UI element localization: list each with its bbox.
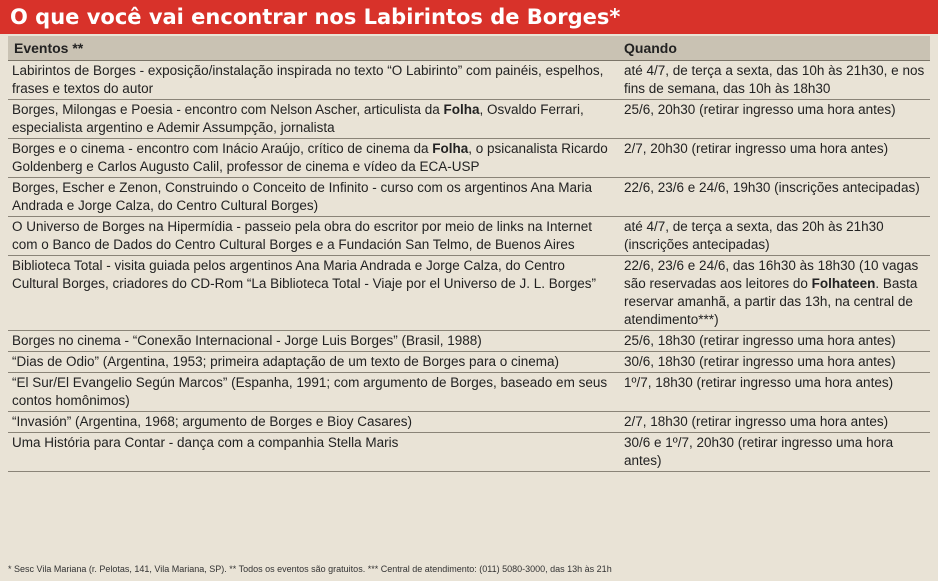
event-cell: Biblioteca Total - visita guiada pelos a… <box>8 256 618 330</box>
event-cell: Borges, Escher e Zenon, Construindo o Co… <box>8 178 618 216</box>
when-text: até 4/7, de terça a sexta, das 10h às 21… <box>624 63 925 96</box>
when-text: 1º/7, 18h30 (retirar ingresso uma hora a… <box>624 375 894 390</box>
when-cell: até 4/7, de terça a sexta, das 10h às 21… <box>618 61 930 99</box>
when-cell: 30/6 e 1º/7, 20h30 (retirar ingresso uma… <box>618 433 930 471</box>
event-text: Borges e o cinema - encontro com Inácio … <box>12 141 433 156</box>
event-text: “El Sur/El Evangelio Según Marcos” (Espa… <box>12 375 608 408</box>
event-text: O Universo de Borges na Hipermídia - pas… <box>12 219 593 252</box>
when-cell: 2/7, 18h30 (retirar ingresso uma hora an… <box>618 412 930 432</box>
table-row: “Invasión” (Argentina, 1968; argumento d… <box>8 412 930 433</box>
table-row: Borges no cinema - “Conexão Internaciona… <box>8 331 930 352</box>
when-cell: até 4/7, de terça a sexta, das 20h às 21… <box>618 217 930 255</box>
when-text: 25/6, 20h30 (retirar ingresso uma hora a… <box>624 102 896 117</box>
when-text: 25/6, 18h30 (retirar ingresso uma hora a… <box>624 333 896 348</box>
when-text: 30/6 e 1º/7, 20h30 (retirar ingresso uma… <box>624 435 894 468</box>
event-cell: “Invasión” (Argentina, 1968; argumento d… <box>8 412 618 432</box>
when-text: 2/7, 18h30 (retirar ingresso uma hora an… <box>624 414 889 429</box>
table-row: Borges, Escher e Zenon, Construindo o Co… <box>8 178 930 217</box>
event-text: , o psicanalista Ricardo Goldenberg e Ca… <box>12 141 608 174</box>
table-header: Eventos ** Quando <box>8 36 930 61</box>
event-cell: “El Sur/El Evangelio Según Marcos” (Espa… <box>8 373 618 411</box>
when-cell: 22/6, 23/6 e 24/6, 19h30 (inscrições ant… <box>618 178 930 216</box>
events-column-header: Eventos ** <box>14 40 84 56</box>
table-row: Borges e o cinema - encontro com Inácio … <box>8 139 930 178</box>
footnote: * Sesc Vila Mariana (r. Pelotas, 141, Vi… <box>8 564 612 574</box>
table-row: Biblioteca Total - visita guiada pelos a… <box>8 256 930 331</box>
table-row: O Universo de Borges na Hipermídia - pas… <box>8 217 930 256</box>
table-row: “El Sur/El Evangelio Según Marcos” (Espa… <box>8 373 930 412</box>
event-text: “Invasión” (Argentina, 1968; argumento d… <box>12 414 412 429</box>
event-cell: Uma História para Contar - dança com a c… <box>8 433 618 471</box>
when-cell: 30/6, 18h30 (retirar ingresso uma hora a… <box>618 352 930 372</box>
event-cell: “Dias de Odio” (Argentina, 1953; primeir… <box>8 352 618 372</box>
event-text: Borges, Escher e Zenon, Construindo o Co… <box>12 180 593 213</box>
event-cell: Borges e o cinema - encontro com Inácio … <box>8 139 618 177</box>
when-text: 22/6, 23/6 e 24/6, 19h30 (inscrições ant… <box>624 180 920 195</box>
when-cell: 22/6, 23/6 e 24/6, das 16h30 às 18h30 (1… <box>618 256 930 330</box>
when-column-header: Quando <box>624 40 677 56</box>
table-row: Uma História para Contar - dança com a c… <box>8 433 930 472</box>
event-text: Borges no cinema - “Conexão Internaciona… <box>12 333 482 348</box>
event-cell: Borges no cinema - “Conexão Internaciona… <box>8 331 618 351</box>
when-highlight: Folhateen <box>811 276 876 291</box>
event-cell: O Universo de Borges na Hipermídia - pas… <box>8 217 618 255</box>
event-text: Uma História para Contar - dança com a c… <box>12 435 399 450</box>
table-row: “Dias de Odio” (Argentina, 1953; primeir… <box>8 352 930 373</box>
event-highlight: Folha <box>443 102 480 117</box>
event-text: Biblioteca Total - visita guiada pelos a… <box>12 258 597 291</box>
event-text: “Dias de Odio” (Argentina, 1953; primeir… <box>12 354 560 369</box>
when-cell: 1º/7, 18h30 (retirar ingresso uma hora a… <box>618 373 930 411</box>
when-cell: 2/7, 20h30 (retirar ingresso uma hora an… <box>618 139 930 177</box>
table-row: Borges, Milongas e Poesia - encontro com… <box>8 100 930 139</box>
when-cell: 25/6, 20h30 (retirar ingresso uma hora a… <box>618 100 930 138</box>
page-title: O que você vai encontrar nos Labirintos … <box>0 0 938 34</box>
when-text: 22/6, 23/6 e 24/6, das 16h30 às 18h30 (1… <box>624 258 919 291</box>
event-highlight: Folha <box>432 141 469 156</box>
event-cell: Borges, Milongas e Poesia - encontro com… <box>8 100 618 138</box>
event-text: Labirintos de Borges - exposição/instala… <box>12 63 604 96</box>
table-row: Labirintos de Borges - exposição/instala… <box>8 61 930 100</box>
event-cell: Labirintos de Borges - exposição/instala… <box>8 61 618 99</box>
when-text: até 4/7, de terça a sexta, das 20h às 21… <box>624 219 884 252</box>
events-table: Eventos ** Quando Labirintos de Borges -… <box>8 36 930 472</box>
when-text: . Basta reservar amanhã, a partir das 13… <box>624 276 918 327</box>
when-cell: 25/6, 18h30 (retirar ingresso uma hora a… <box>618 331 930 351</box>
event-text: Borges, Milongas e Poesia - encontro com… <box>12 102 444 117</box>
when-text: 2/7, 20h30 (retirar ingresso uma hora an… <box>624 141 889 156</box>
event-text: , Osvaldo Ferrari, especialista argentin… <box>12 102 584 135</box>
when-text: 30/6, 18h30 (retirar ingresso uma hora a… <box>624 354 896 369</box>
